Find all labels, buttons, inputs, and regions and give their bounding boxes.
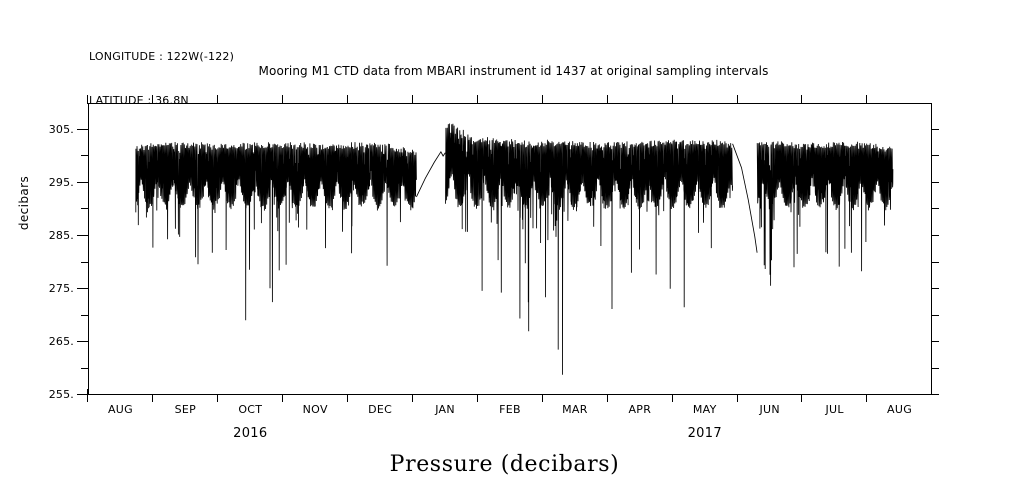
x-tick-OCT bbox=[217, 389, 219, 402]
x-axis-label-DEC-4: DEC bbox=[368, 403, 393, 416]
x-axis-label-SEP-1: SEP bbox=[174, 403, 197, 416]
bottom-caption: Pressure (decibars) bbox=[389, 452, 620, 477]
x-tick-SEP bbox=[152, 389, 154, 402]
y-tick-275 bbox=[77, 288, 95, 290]
y-axis-label-285: 285. bbox=[48, 228, 74, 242]
y-tick-305 bbox=[77, 128, 95, 130]
x-tick-APR bbox=[606, 389, 608, 402]
year-label-2017: 2017 bbox=[687, 426, 722, 441]
x-tick-top-6 bbox=[476, 95, 478, 104]
x-tick-top-3 bbox=[282, 95, 284, 104]
x-axis-label-NOV-3: NOV bbox=[302, 403, 328, 416]
x-axis-label-APR-8: APR bbox=[628, 403, 652, 416]
x-tick-top-9 bbox=[671, 95, 673, 104]
x-axis-label-AUG-12: AUG bbox=[887, 403, 913, 416]
x-tick-DEC bbox=[346, 389, 348, 402]
y-axis-label-295: 295. bbox=[48, 175, 74, 189]
x-tick-top-7 bbox=[541, 95, 543, 104]
x-tick-JAN bbox=[411, 389, 413, 402]
x-tick-top-0 bbox=[87, 95, 89, 104]
x-axis-label-MAR-7: MAR bbox=[562, 403, 588, 416]
x-tick-top-5 bbox=[411, 95, 413, 104]
year-label-2016: 2016 bbox=[233, 426, 268, 441]
x-axis-label-FEB-6: FEB bbox=[499, 403, 521, 416]
y-tick-right-275 bbox=[925, 288, 939, 290]
x-tick-top-2 bbox=[217, 95, 219, 104]
y-tick-right-265 bbox=[925, 341, 939, 343]
x-axis-label-AUG-0: AUG bbox=[107, 403, 133, 416]
x-tick-MAY bbox=[671, 389, 673, 402]
x-tick-AUG bbox=[87, 389, 89, 402]
x-tick-top-1 bbox=[152, 95, 154, 104]
y-tick-right-305 bbox=[925, 128, 939, 130]
y-tick-right-295 bbox=[925, 181, 939, 183]
y-tick-right-280 bbox=[925, 261, 939, 263]
x-axis-label-JUL-11: JUL bbox=[825, 403, 844, 416]
y-axis-label-265: 265. bbox=[48, 334, 74, 348]
y-tick-285 bbox=[77, 235, 95, 237]
x-tick-top-11 bbox=[801, 95, 803, 104]
x-tick-JUN bbox=[736, 389, 738, 402]
y-tick-295 bbox=[77, 181, 95, 183]
longitude-line: LONGITUDE : 122W(-122) bbox=[89, 50, 235, 63]
pressure-series-line bbox=[135, 123, 894, 375]
x-tick-JUL bbox=[801, 389, 803, 402]
x-tick-AUG bbox=[866, 389, 868, 402]
x-tick-NOV bbox=[282, 389, 284, 402]
y-axis-label-275: 275. bbox=[48, 281, 74, 295]
x-axis-label-JUN-10: JUN bbox=[759, 403, 780, 416]
x-tick-top-10 bbox=[736, 95, 738, 104]
y-tick-right-260 bbox=[925, 367, 939, 369]
pressure-series-plot bbox=[135, 123, 894, 375]
y-tick-right-290 bbox=[925, 208, 939, 210]
x-axis-label-JAN-5: JAN bbox=[435, 403, 455, 416]
y-axis-label-305: 305. bbox=[48, 122, 74, 136]
chart-title: Mooring M1 CTD data from MBARI instrumen… bbox=[258, 64, 769, 78]
y-axis-title: decibars bbox=[17, 175, 31, 231]
y-tick-right-285 bbox=[925, 235, 939, 237]
x-tick-top-4 bbox=[346, 95, 348, 104]
y-tick-265 bbox=[77, 341, 95, 343]
x-tick-MAR bbox=[541, 389, 543, 402]
y-tick-255 bbox=[77, 394, 95, 396]
x-tick-top-8 bbox=[606, 95, 608, 104]
y-tick-right-255 bbox=[925, 394, 939, 396]
x-axis-label-MAY-9: MAY bbox=[692, 403, 717, 416]
y-axis-label-255: 255. bbox=[48, 388, 74, 401]
plot-frame bbox=[88, 103, 932, 395]
x-tick-FEB bbox=[476, 389, 478, 402]
x-tick-top-12 bbox=[866, 95, 868, 104]
y-tick-right-300 bbox=[925, 155, 939, 157]
y-tick-right-270 bbox=[925, 314, 939, 316]
x-axis-label-OCT-2: OCT bbox=[238, 403, 263, 416]
